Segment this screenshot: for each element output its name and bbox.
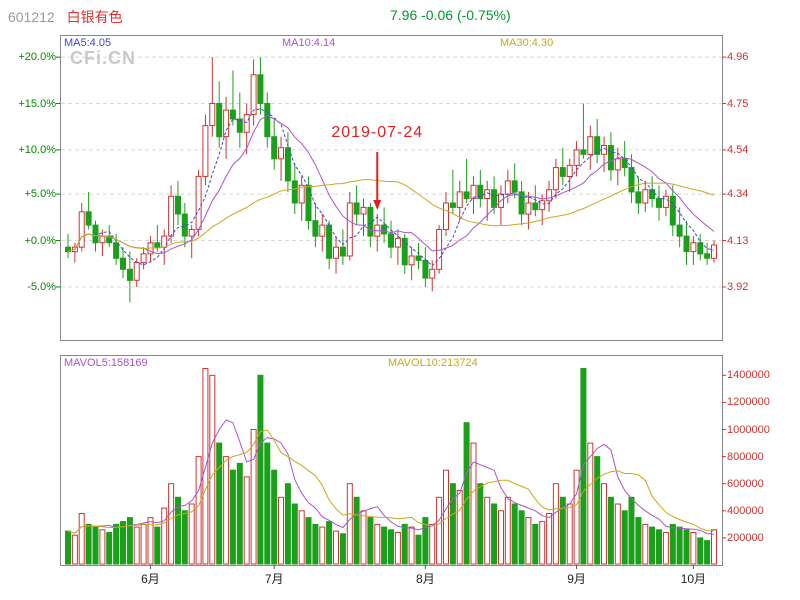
price-axis-label: 4.13 xyxy=(727,234,749,247)
percent-axis-label: +5.0% xyxy=(24,188,57,201)
price-axis-label: 4.54 xyxy=(727,143,749,156)
date-annotation: 2019-07-24 xyxy=(331,124,424,141)
percent-axis-label: +10.0% xyxy=(18,143,56,156)
month-label: 9月 xyxy=(567,572,586,586)
header: 601212 白银有色 7.96 -0.06 (-0.75%) xyxy=(8,7,511,27)
percent-axis-label: -5.0% xyxy=(27,280,56,293)
price-axis-label: 4.96 xyxy=(727,51,749,64)
price-axis-label: 4.75 xyxy=(727,97,749,110)
watermark-logo: CFi.CN xyxy=(70,48,136,68)
month-label: 6月 xyxy=(141,572,160,586)
ma10-label: MA10:4.14 xyxy=(282,37,336,49)
ma5-label: MA5:4.05 xyxy=(64,37,112,49)
month-label: 10月 xyxy=(680,572,707,586)
volume-axis-label: 200000 xyxy=(727,531,764,544)
month-label: 8月 xyxy=(416,572,435,586)
volume-axis-label: 600000 xyxy=(727,477,764,490)
percent-axis-label: +15.0% xyxy=(18,97,56,110)
volume-axis-label: 800000 xyxy=(727,450,764,463)
month-label: 7月 xyxy=(264,572,284,586)
stock-code: 601212 xyxy=(8,9,55,25)
price-axis-label: 3.92 xyxy=(727,280,749,293)
mavol10-label: MAVOL10:213724 xyxy=(388,357,478,369)
volume-axis-label: 1200000 xyxy=(727,396,770,409)
ma30-label: MA30:4.30 xyxy=(500,37,554,49)
volume-axis-label: 1400000 xyxy=(727,369,770,382)
percent-axis-label: +0.0% xyxy=(24,234,57,247)
volume-axis-label: 1000000 xyxy=(727,423,770,436)
mavol5-label: MAVOL5:158169 xyxy=(64,357,148,369)
percent-axis-label: +20.0% xyxy=(18,51,56,64)
price-axis-label: 4.34 xyxy=(727,188,749,201)
price-quote: 7.96 -0.06 (-0.75%) xyxy=(390,7,511,23)
volume-axis-label: 400000 xyxy=(727,504,764,517)
stock-name: 白银有色 xyxy=(66,9,123,25)
